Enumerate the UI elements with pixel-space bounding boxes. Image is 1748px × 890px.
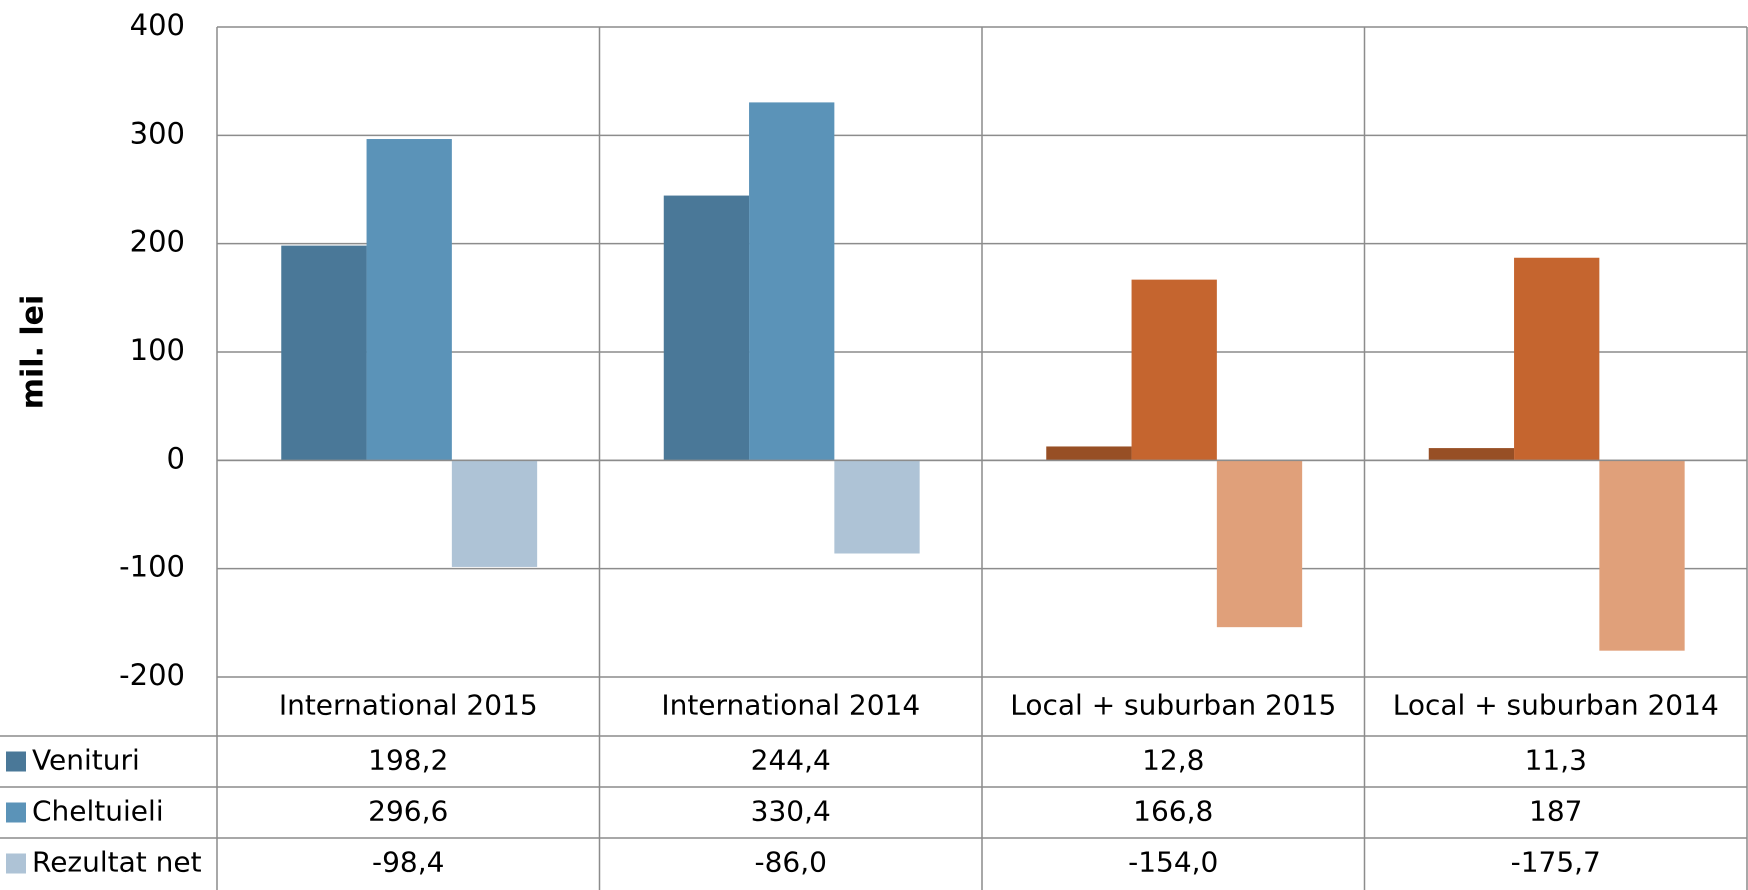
legend-label: Cheltuieli: [32, 795, 164, 828]
bar: [1428, 448, 1515, 461]
y-tick-label: 200: [130, 225, 185, 259]
bar: [834, 460, 920, 554]
y-tick-label: 300: [130, 116, 185, 150]
table-cell: -175,7: [1511, 846, 1601, 879]
y-tick-label: 400: [130, 8, 185, 42]
bar: [366, 139, 452, 461]
bar: [1216, 460, 1303, 628]
table-cell: 166,8: [1133, 795, 1213, 828]
x-tick-label: International 2014: [661, 689, 920, 722]
x-tick-label: International 2015: [279, 689, 538, 722]
bar: [1131, 279, 1217, 461]
bar: [1514, 257, 1600, 461]
y-axis-label: mil. lei: [16, 295, 51, 410]
legend-label: Venituri: [32, 744, 140, 777]
bar: [281, 245, 367, 461]
table-cell: 11,3: [1525, 744, 1587, 777]
table-cell: -98,4: [372, 846, 444, 879]
y-tick-label: -200: [119, 658, 185, 692]
table-cell: 12,8: [1142, 744, 1204, 777]
table-cell: 187: [1529, 795, 1582, 828]
bar: [451, 460, 538, 567]
legend-swatch: [6, 751, 26, 772]
table-cell: 198,2: [368, 744, 448, 777]
x-tick-label: Local + suburban 2015: [1010, 689, 1336, 722]
table-cell: 330,4: [751, 795, 831, 828]
y-tick-label: 0: [167, 441, 185, 475]
y-tick-label: -100: [119, 550, 185, 584]
table-cell: -86,0: [755, 846, 827, 879]
bar: [749, 102, 835, 461]
legend-swatch: [6, 853, 26, 874]
table-cell: -154,0: [1128, 846, 1218, 879]
bar: [1599, 460, 1685, 651]
legend-label: Rezultat net: [32, 846, 202, 879]
bar: [1046, 446, 1132, 461]
legend-swatch: [6, 802, 26, 823]
y-tick-label: 100: [130, 333, 185, 367]
table-cell: 296,6: [368, 795, 448, 828]
bar: [663, 195, 750, 461]
table-cell: 244,4: [751, 744, 831, 777]
x-tick-label: Local + suburban 2014: [1393, 689, 1719, 722]
